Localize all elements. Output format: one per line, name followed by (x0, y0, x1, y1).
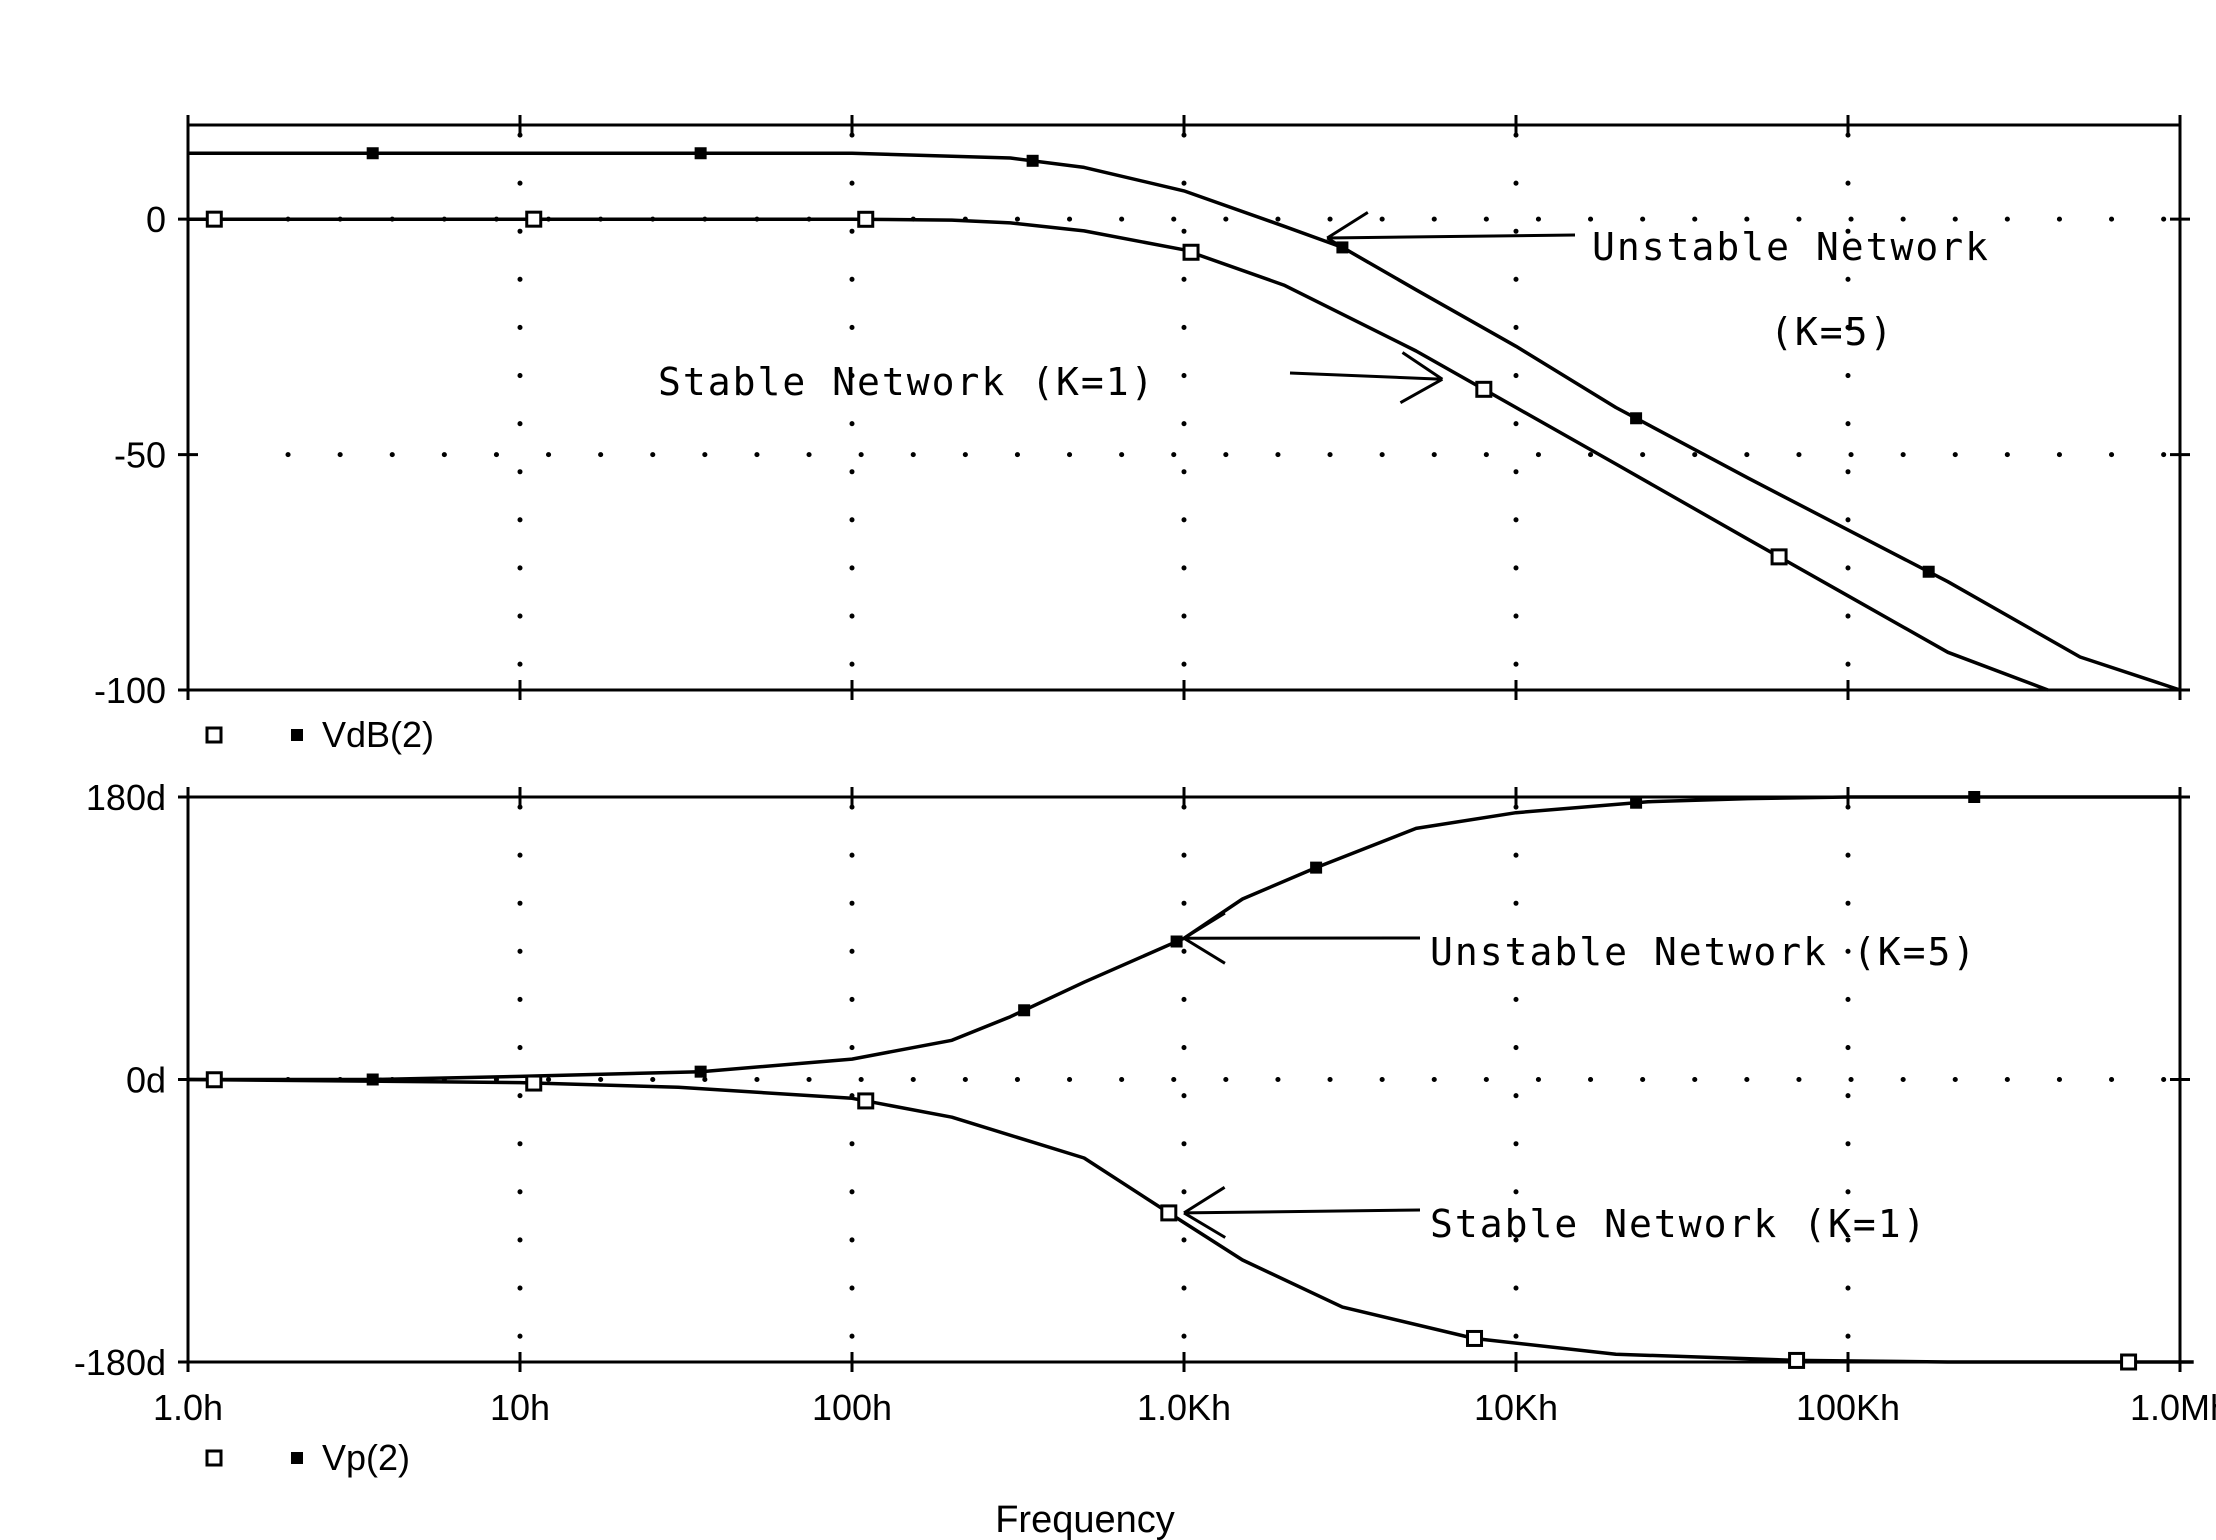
x-tick-label: 10h (490, 1387, 550, 1428)
arrow-head (1401, 351, 1444, 381)
y-tick-label: -180d (74, 1342, 166, 1383)
annotation-arrow (1183, 1208, 1421, 1215)
legend-filled-square (291, 1452, 303, 1464)
filled-square-marker (694, 147, 707, 160)
filled-square-marker (1968, 791, 1981, 803)
arrow-head (1183, 1186, 1226, 1215)
annotation-label: Unstable Network (1592, 225, 1990, 269)
y-tick-label: -100 (94, 670, 166, 711)
filled-square-marker (1310, 861, 1323, 874)
legend-label: VdB(2) (322, 714, 434, 755)
x-axis-title: Frequency (995, 1499, 1175, 1540)
legend-open-square (205, 726, 223, 744)
filled-square-marker (1630, 412, 1643, 425)
filled-square-marker (1922, 565, 1935, 578)
x-tick-label: 1.0Kh (1137, 1387, 1231, 1428)
open-square-marker (857, 210, 875, 228)
annotation-label: Unstable Network (K=5) (1430, 930, 1977, 974)
legend-open-square (205, 1449, 223, 1467)
open-square-marker (1475, 380, 1493, 398)
open-square-marker (525, 1074, 543, 1092)
annotation-arrow (1289, 371, 1443, 381)
y-tick-label: 0d (126, 1060, 166, 1101)
series-line-unstable (188, 151, 2181, 692)
plot-frame (186, 795, 2182, 1364)
x-tick-label: 10Kh (1474, 1387, 1558, 1428)
filled-square-marker (1170, 935, 1183, 948)
open-square-marker (2120, 1353, 2138, 1371)
arrow-head (1183, 936, 1226, 965)
legend-label: Vp(2) (322, 1437, 410, 1478)
open-square-marker (525, 210, 543, 228)
open-square-marker (205, 1071, 223, 1089)
open-square-marker (1770, 548, 1788, 566)
x-tick-label: 1.0h (153, 1387, 223, 1428)
annotation-label: Stable Network (K=1) (1430, 1202, 1928, 1246)
open-square-marker (205, 210, 223, 228)
y-tick-label: 0 (146, 199, 166, 240)
arrow-head (1183, 911, 1226, 940)
y-tick-label: 180d (86, 777, 166, 818)
arrow-head (1399, 377, 1444, 404)
arrow-head (1326, 236, 1370, 264)
open-square-marker (1160, 1204, 1178, 1222)
open-square-marker (1466, 1329, 1484, 1347)
open-square-marker (1182, 243, 1200, 261)
open-square-marker (1788, 1351, 1806, 1369)
arrow-head (1183, 1211, 1226, 1239)
frame-layer (178, 115, 2190, 1372)
filled-square-marker (366, 147, 379, 160)
annotation-label: Stable Network (K=1) (658, 360, 1156, 404)
series-line-stable (187, 1077, 2194, 1364)
plot-frame (186, 123, 2182, 692)
x-tick-label: 1.0Mh (2130, 1387, 2216, 1428)
filled-square-marker (694, 1065, 707, 1078)
y-tick-label: -50 (114, 435, 166, 476)
x-tick-label: 100Kh (1796, 1387, 1900, 1428)
legend-filled-square (291, 729, 303, 741)
annotation-layer: Unstable Network (K=5) Stable Network (K=1… (658, 211, 1990, 1246)
arrow-head (1326, 211, 1369, 240)
filled-square-marker (1018, 1004, 1031, 1017)
open-square-marker (857, 1092, 875, 1110)
annotation-label: (K=5) (1770, 310, 1894, 354)
filled-square-marker (1630, 796, 1643, 809)
filled-square-marker (1026, 154, 1039, 167)
series-line-stable (188, 217, 2049, 692)
x-tick-label: 100h (812, 1387, 892, 1428)
legend-layer: VdB(2) Vp(2) (205, 714, 434, 1478)
annotation-arrow (1327, 233, 1576, 240)
